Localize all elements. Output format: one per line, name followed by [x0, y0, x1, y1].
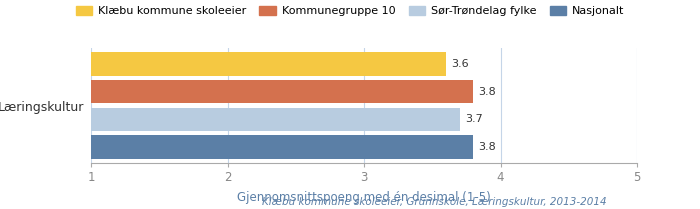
Legend: Klæbu kommune skoleeier, Kommunegruppe 10, Sør-Trøndelag fylke, Nasjonalt: Klæbu kommune skoleeier, Kommunegruppe 1…: [76, 6, 624, 16]
X-axis label: Gjennomsnittspoeng med én desimal (1-5): Gjennomsnittspoeng med én desimal (1-5): [237, 191, 491, 204]
Bar: [91, 80, 473, 103]
Text: 3.6: 3.6: [452, 59, 469, 69]
Bar: [91, 108, 459, 131]
Text: 3.8: 3.8: [479, 87, 496, 97]
Bar: [91, 135, 473, 159]
Text: 3.8: 3.8: [479, 142, 496, 152]
Text: Klæbu kommune skoleeier, Grunnskole, Læringskultur, 2013-2014: Klæbu kommune skoleeier, Grunnskole, Lær…: [262, 197, 606, 207]
Text: 3.7: 3.7: [465, 114, 483, 124]
Bar: [91, 52, 446, 76]
